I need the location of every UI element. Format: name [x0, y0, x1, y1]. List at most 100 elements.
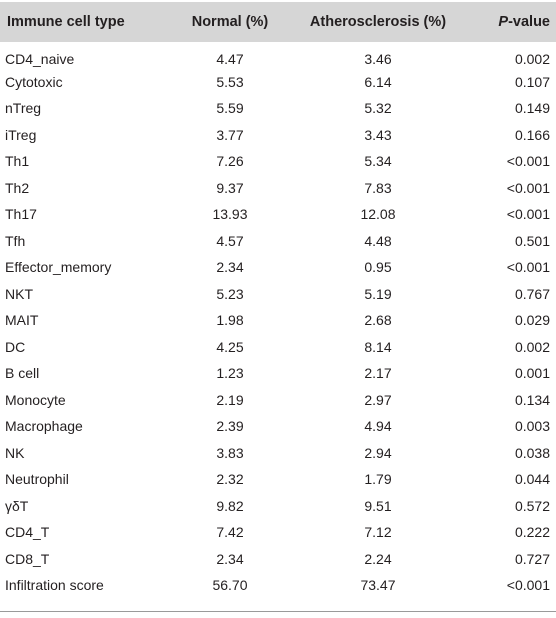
cell-normal: 2.32	[216, 471, 244, 488]
header-p-suffix: -value	[508, 14, 550, 30]
cell-atherosclerosis: 9.51	[364, 497, 392, 514]
table-row: iTreg 3.77 3.43 0.166	[0, 122, 556, 149]
cell-immune-cell-type: DC	[5, 338, 26, 355]
cell-atherosclerosis: 5.34	[364, 153, 392, 170]
cell-normal: 2.34	[216, 550, 244, 567]
cell-p-value: 0.001	[514, 365, 550, 382]
cell-immune-cell-type: γδT	[5, 497, 29, 514]
cell-immune-cell-type: NK	[5, 444, 25, 461]
cell-p-value: <0.001	[506, 206, 550, 223]
cell-p-value: 0.501	[514, 232, 550, 249]
cell-normal: 4.57	[216, 232, 244, 249]
immune-cell-table: Immune cell type Normal (%) Atherosclero…	[0, 2, 556, 599]
cell-p-value: 0.149	[514, 100, 550, 117]
cell-p-value: 0.166	[514, 126, 550, 143]
table-row: γδT 9.82 9.51 0.572	[0, 493, 556, 520]
cell-atherosclerosis: 2.97	[364, 391, 392, 408]
table-row: Th1 7.26 5.34 <0.001	[0, 148, 556, 175]
cell-immune-cell-type: Macrophage	[5, 418, 83, 435]
cell-normal: 1.98	[216, 312, 244, 329]
cell-atherosclerosis: 4.94	[364, 418, 392, 435]
cell-immune-cell-type: iTreg	[5, 126, 37, 143]
cell-immune-cell-type: NKT	[5, 285, 33, 302]
cell-p-value: <0.001	[506, 153, 550, 170]
cell-immune-cell-type: Cytotoxic	[5, 73, 63, 90]
cell-normal: 13.93	[212, 206, 248, 223]
table-body: CD4_naive 4.47 3.46 0.002 Cytotoxic 5.53 6.14…	[0, 42, 556, 599]
cell-immune-cell-type: CD8_T	[5, 550, 50, 567]
table-row: CD4_T 7.42 7.12 0.222	[0, 519, 556, 546]
table-row: Cytotoxic 5.53 6.14 0.107	[0, 69, 556, 96]
cell-atherosclerosis: 2.24	[364, 550, 392, 567]
cell-p-value: 0.044	[514, 471, 550, 488]
table-bottom-rule	[0, 611, 556, 612]
cell-atherosclerosis: 5.32	[364, 100, 392, 117]
cell-immune-cell-type: CD4_T	[5, 524, 50, 541]
cell-immune-cell-type: Th17	[5, 206, 37, 223]
cell-atherosclerosis: 2.68	[364, 312, 392, 329]
cell-atherosclerosis: 7.12	[364, 524, 392, 541]
cell-atherosclerosis: 1.79	[364, 471, 392, 488]
table-row: B cell 1.23 2.17 0.001	[0, 360, 556, 387]
cell-immune-cell-type: Tfh	[5, 232, 26, 249]
cell-normal: 7.42	[216, 524, 244, 541]
table-row: Macrophage 2.39 4.94 0.003	[0, 413, 556, 440]
cell-immune-cell-type: MAIT	[5, 312, 39, 329]
cell-p-value: 0.572	[514, 497, 550, 514]
table-row: nTreg 5.59 5.32 0.149	[0, 95, 556, 122]
table-row: MAIT 1.98 2.68 0.029	[0, 307, 556, 334]
table-row: Neutrophil 2.32 1.79 0.044	[0, 466, 556, 493]
cell-immune-cell-type: CD4_naive	[5, 51, 75, 68]
cell-atherosclerosis: 2.17	[364, 365, 392, 382]
table-row: Th17 13.93 12.08 <0.001	[0, 201, 556, 228]
header-p-letter: P	[498, 14, 509, 30]
cell-p-value: 0.222	[514, 524, 550, 541]
cell-p-value: <0.001	[506, 179, 550, 196]
cell-atherosclerosis: 8.14	[364, 338, 392, 355]
cell-p-value: 0.107	[514, 73, 550, 90]
cell-atherosclerosis: 2.94	[364, 444, 392, 461]
cell-normal: 9.82	[216, 497, 244, 514]
cell-normal: 2.39	[216, 418, 244, 435]
header-row: Immune cell type Normal (%) Atherosclero…	[0, 2, 556, 42]
cell-immune-cell-type: Th1	[5, 153, 30, 170]
cell-p-value: 0.727	[514, 550, 550, 567]
table-row: CD8_T 2.34 2.24 0.727	[0, 546, 556, 573]
cell-normal: 5.59	[216, 100, 244, 117]
cell-normal: 3.77	[216, 126, 244, 143]
header-p-value: P-value	[466, 2, 556, 42]
header-normal: Normal (%)	[191, 14, 269, 30]
cell-p-value: 0.038	[514, 444, 550, 461]
table-row: Infiltration score 56.70 73.47 <0.001	[0, 572, 556, 599]
table-row: NKT 5.23 5.19 0.767	[0, 281, 556, 308]
table-row: Tfh 4.57 4.48 0.501	[0, 228, 556, 255]
cell-immune-cell-type: Th2	[5, 179, 30, 196]
cell-atherosclerosis: 12.08	[360, 206, 396, 223]
table-header: Immune cell type Normal (%) Atherosclero…	[0, 2, 556, 42]
cell-p-value: 0.029	[514, 312, 550, 329]
cell-immune-cell-type: Monocyte	[5, 391, 66, 408]
cell-normal: 4.25	[216, 338, 244, 355]
cell-atherosclerosis: 3.46	[364, 51, 392, 68]
table-row: Effector_memory 2.34 0.95 <0.001	[0, 254, 556, 281]
cell-atherosclerosis: 73.47	[360, 577, 396, 594]
table-row: Th2 9.37 7.83 <0.001	[0, 175, 556, 202]
cell-immune-cell-type: Neutrophil	[5, 471, 69, 488]
table-row: Monocyte 2.19 2.97 0.134	[0, 387, 556, 414]
cell-p-value: 0.002	[514, 338, 550, 355]
cell-immune-cell-type: Effector_memory	[5, 259, 112, 276]
table-row: DC 4.25 8.14 0.002	[0, 334, 556, 361]
cell-atherosclerosis: 6.14	[364, 73, 392, 90]
cell-p-value: <0.001	[506, 259, 550, 276]
cell-normal: 56.70	[212, 577, 248, 594]
cell-p-value: 0.767	[514, 285, 550, 302]
cell-atherosclerosis: 3.43	[364, 126, 392, 143]
cell-normal: 5.53	[216, 73, 244, 90]
cell-atherosclerosis: 7.83	[364, 179, 392, 196]
cell-normal: 9.37	[216, 179, 244, 196]
cell-atherosclerosis: 5.19	[364, 285, 392, 302]
cell-immune-cell-type: B cell	[5, 365, 40, 382]
cell-p-value: 0.002	[514, 51, 550, 68]
cell-atherosclerosis: 0.95	[364, 259, 392, 276]
